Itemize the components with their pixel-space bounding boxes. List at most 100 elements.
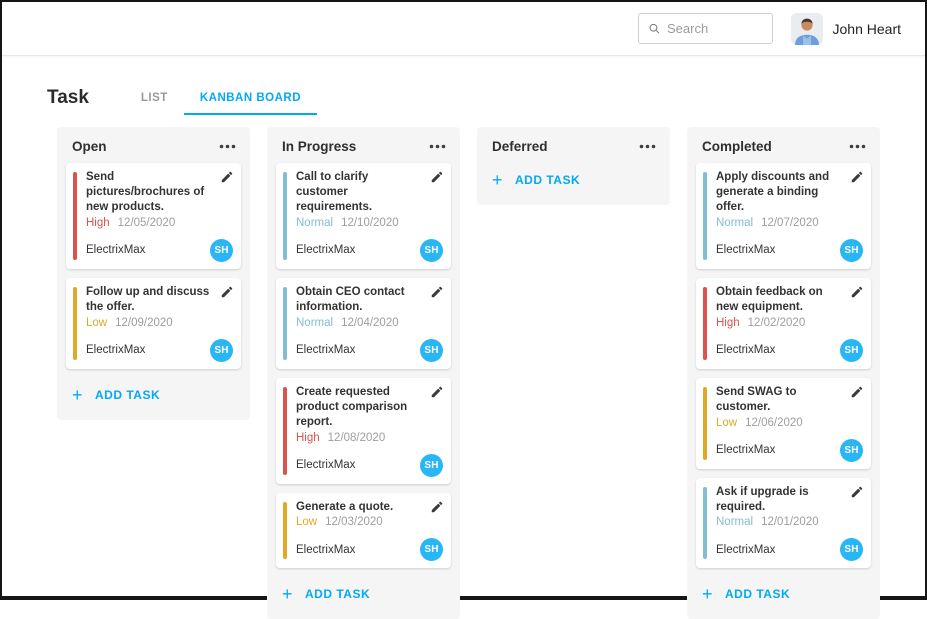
column-menu-button[interactable] (427, 140, 448, 153)
task-card[interactable]: Obtain CEO contact information. Normal 12/… (276, 277, 451, 369)
assignee-avatar: SH (420, 338, 443, 362)
add-task-button[interactable]: + ADD TASK (57, 378, 175, 417)
due-date: 12/04/2020 (341, 316, 399, 329)
priority-color-bar (283, 286, 287, 360)
card-footer-row: ElectrixMax SH (296, 538, 443, 562)
edit-task-button[interactable] (850, 170, 864, 184)
task-title: Send SWAG to customer. (716, 385, 797, 413)
company-label: ElectrixMax (296, 344, 356, 357)
priority-color-bar (73, 172, 77, 260)
assignee-avatar: SH (840, 338, 863, 362)
user-menu[interactable]: John Heart (790, 12, 901, 45)
pencil-icon (851, 486, 863, 497)
edit-task-button[interactable] (850, 385, 864, 399)
task-card[interactable]: Send SWAG to customer. Low 12/06/2020 Elect… (696, 377, 871, 469)
column-header: Completed (687, 127, 880, 163)
priority-label: High (716, 316, 740, 329)
pencil-icon (851, 286, 863, 298)
task-card[interactable]: Ask if upgrade is required. Normal 12/01/2… (696, 477, 871, 569)
pencil-icon (431, 171, 443, 183)
due-date: 12/02/2020 (747, 316, 806, 329)
priority-color-bar (283, 386, 287, 475)
due-date: 12/03/2020 (325, 516, 383, 529)
priority-color-bar (73, 286, 77, 360)
pencil-icon (221, 171, 233, 183)
priority-label: Low (716, 416, 738, 429)
card-footer-row: ElectrixMax SH (716, 338, 863, 362)
company-label: ElectrixMax (716, 444, 776, 457)
kanban-column-deferred: Deferred + ADD TASK (477, 127, 670, 205)
task-title: Create requested product comparison repo… (296, 385, 408, 428)
add-task-label: ADD TASK (725, 587, 791, 602)
edit-task-button[interactable] (220, 170, 234, 184)
card-footer-row: ElectrixMax SH (296, 453, 443, 477)
column-title: Deferred (492, 139, 548, 154)
edit-task-button[interactable] (430, 500, 444, 514)
pencil-icon (431, 286, 443, 298)
column-title: In Progress (282, 139, 357, 154)
tab-kanban-board[interactable]: KANBAN BOARD (183, 81, 318, 115)
column-header: Deferred (477, 127, 670, 163)
search-icon (649, 23, 659, 34)
priority-label: Normal (296, 216, 334, 229)
task-title: Apply discounts and generate a binding o… (716, 171, 830, 213)
page-title-row: Task LIST KANBAN BOARD (47, 81, 925, 115)
edit-task-button[interactable] (850, 485, 864, 499)
pencil-icon (851, 386, 863, 397)
due-date: 12/05/2020 (117, 216, 176, 229)
priority-color-bar (703, 286, 707, 360)
task-card[interactable]: Call to clarify customer requirements. No… (276, 163, 451, 269)
add-task-button[interactable]: + ADD TASK (267, 577, 385, 616)
add-task-button[interactable]: + ADD TASK (687, 577, 805, 616)
priority-label: Low (296, 516, 318, 529)
priority-color-bar (703, 386, 707, 460)
column-menu-button[interactable] (847, 140, 868, 153)
ellipsis-icon (849, 144, 866, 149)
app-header: John Heart (2, 2, 925, 56)
card-meta-row: High 12/05/2020 (86, 217, 233, 229)
card-meta-row: Low 12/03/2020 (296, 516, 443, 528)
task-card[interactable]: Generate a quote. Low 12/03/2020 ElectrixMa… (276, 492, 451, 569)
column-title: Completed (702, 139, 772, 154)
priority-label: Low (86, 316, 108, 329)
priority-label: High (86, 216, 110, 229)
add-task-button[interactable]: + ADD TASK (477, 163, 595, 202)
kanban-board: Open Send pictures/brochures of new produ… (57, 127, 925, 619)
edit-task-button[interactable] (430, 385, 444, 399)
column-menu-button[interactable] (637, 140, 658, 153)
task-card[interactable]: Create requested product comparison repo… (276, 377, 451, 484)
task-card[interactable]: Follow up and discuss the offer. Low 12/09… (66, 277, 241, 369)
card-footer-row: ElectrixMax SH (296, 238, 443, 262)
column-title: Open (72, 139, 107, 154)
tab-list[interactable]: LIST (140, 92, 168, 104)
card-meta-row: Low 12/09/2020 (86, 317, 233, 329)
assignee-avatar: SH (840, 438, 863, 462)
plus-icon: + (282, 584, 294, 605)
edit-task-button[interactable] (220, 285, 234, 299)
company-label: ElectrixMax (716, 543, 776, 556)
company-label: ElectrixMax (86, 344, 146, 357)
edit-task-button[interactable] (430, 285, 444, 299)
task-title: Ask if upgrade is required. (716, 485, 809, 513)
ellipsis-icon (219, 144, 236, 149)
priority-label: Normal (296, 316, 334, 329)
task-title: Follow up and discuss the offer. (86, 285, 210, 313)
pencil-icon (851, 171, 863, 183)
column-menu-button[interactable] (217, 140, 238, 153)
view-tabs: LIST KANBAN BOARD (125, 81, 318, 115)
search-input[interactable] (666, 21, 763, 36)
priority-color-bar (703, 486, 707, 560)
pencil-icon (431, 386, 443, 397)
add-task-label: ADD TASK (305, 587, 371, 602)
due-date: 12/07/2020 (761, 216, 819, 229)
search-box[interactable] (637, 13, 773, 44)
edit-task-button[interactable] (850, 285, 864, 299)
assignee-avatar: SH (210, 238, 233, 262)
task-card[interactable]: Apply discounts and generate a binding o… (696, 163, 871, 269)
company-label: ElectrixMax (296, 543, 356, 556)
edit-task-button[interactable] (430, 170, 444, 184)
task-card[interactable]: Send pictures/brochures of new products.… (66, 163, 241, 269)
company-label: ElectrixMax (296, 459, 356, 471)
task-card[interactable]: Obtain feedback on new equipment. High 12/… (696, 277, 871, 369)
card-meta-row: High 12/08/2020 (296, 432, 443, 444)
